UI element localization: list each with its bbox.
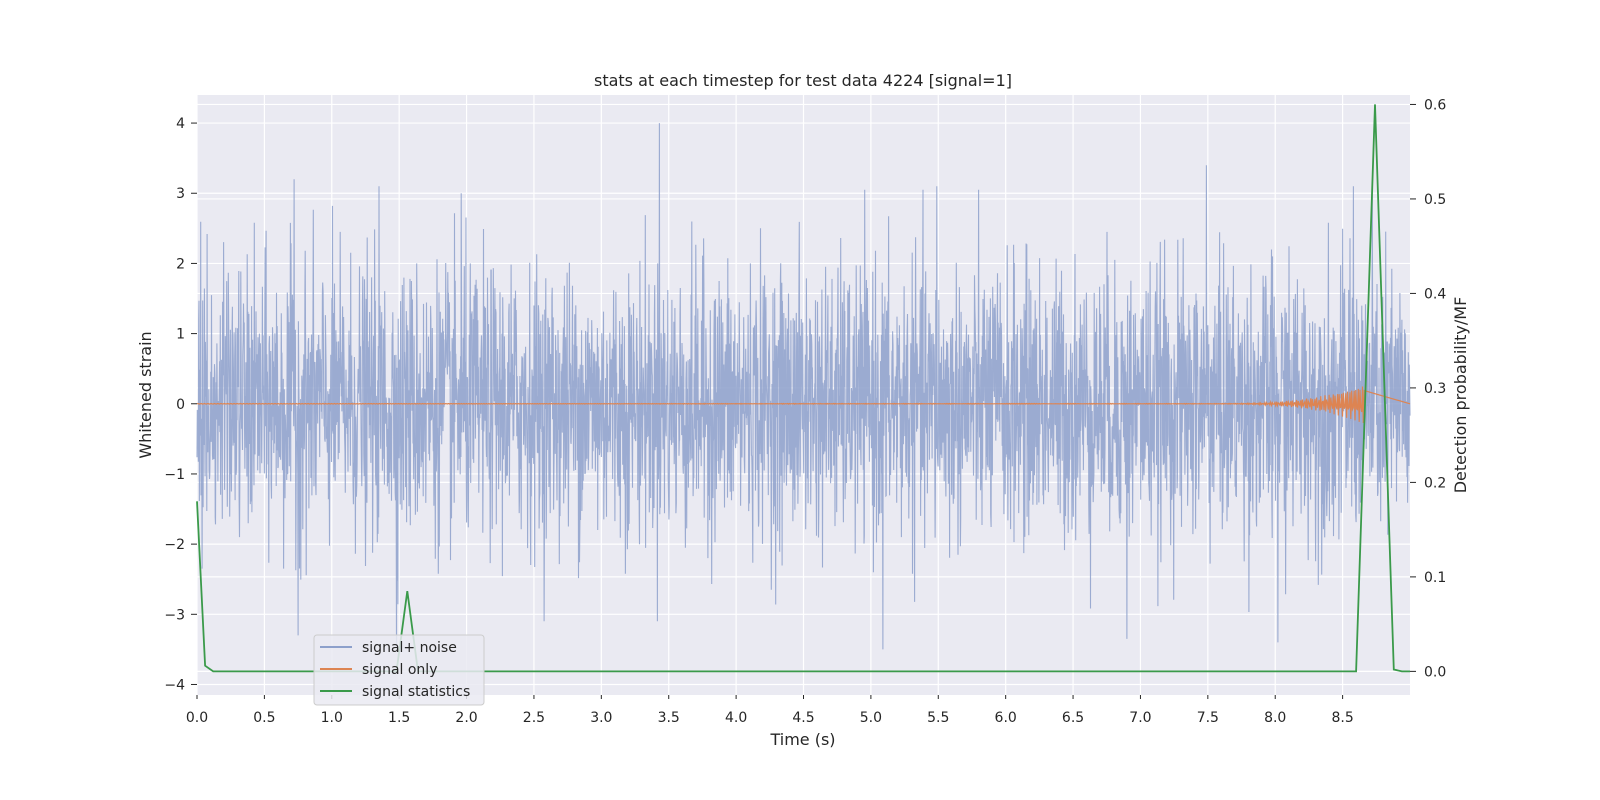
y-tick-label: 2 (176, 256, 185, 272)
x-tick-label: 8.0 (1264, 710, 1286, 726)
x-tick-label: 2.5 (523, 710, 545, 726)
x-tick-label: 2.0 (455, 710, 477, 726)
y-tick-label: 4 (176, 116, 185, 132)
x-tick-label: 6.5 (1062, 710, 1084, 726)
x-tick-label: 0.0 (186, 710, 208, 726)
legend-box (313, 634, 485, 706)
x-tick-label: 3.0 (590, 710, 612, 726)
chart-title: stats at each timestep for test data 422… (594, 71, 1012, 90)
y-tick-label: −2 (164, 537, 185, 553)
series-signal-only (196, 386, 1411, 424)
x-tick-label: 1.0 (321, 710, 343, 726)
y-tick-label: 1 (176, 327, 185, 343)
x-tick-label: 7.0 (1129, 710, 1151, 726)
x-axis-label: Time (s) (769, 730, 835, 749)
y2-tick-label: 0.3 (1424, 381, 1446, 397)
y-axis-label: Whitened strain (136, 331, 155, 458)
x-tick-label: 5.0 (860, 710, 882, 726)
y-tick-label: −4 (164, 677, 185, 693)
y2-tick-label: 0.2 (1424, 475, 1446, 491)
y-axis-ticks: −4 −3 −2 −1 0 1 2 3 4 (164, 116, 197, 693)
signal-only-line (196, 386, 1411, 424)
y2-tick-label: 0.4 (1424, 286, 1446, 302)
legend: signal+ noise signal only signal statist… (313, 634, 485, 706)
x-tick-label: 8.5 (1331, 710, 1353, 726)
y2-tick-label: 0.1 (1424, 570, 1446, 586)
x-tick-label: 0.5 (253, 710, 275, 726)
x-tick-label: 7.5 (1197, 710, 1219, 726)
y-tick-label: 3 (176, 186, 185, 202)
legend-label-signal-only: signal only (362, 662, 437, 678)
y-tick-label: −1 (164, 467, 185, 483)
x-tick-label: 4.5 (792, 710, 814, 726)
y-tick-label: −3 (164, 607, 185, 623)
series-signal-noise (196, 123, 1411, 650)
x-tick-label: 6.0 (995, 710, 1017, 726)
legend-label-signal-statistics: signal statistics (362, 684, 470, 700)
y2-tick-label: 0.6 (1424, 97, 1446, 113)
x-tick-label: 1.5 (388, 710, 410, 726)
x-tick-label: 5.5 (927, 710, 949, 726)
signal-noise-line (196, 123, 1411, 650)
x-tick-label: 4.0 (725, 710, 747, 726)
x-axis-ticks: 0.0 0.5 1.0 1.5 2.0 2.5 3.0 3.5 4.0 4.5 5.0 5.5 6.0 6… (186, 695, 1354, 726)
y2-axis-label: Detection probability/MF (1451, 297, 1470, 494)
legend-label-signal-noise: signal+ noise (362, 640, 457, 656)
y-tick-label: 0 (176, 397, 185, 413)
x-tick-label: 3.5 (658, 710, 680, 726)
y2-axis-ticks: 0.0 0.1 0.2 0.3 0.4 0.5 0.6 (1410, 97, 1446, 680)
y2-tick-label: 0.0 (1424, 664, 1446, 680)
y2-tick-label: 0.5 (1424, 192, 1446, 208)
